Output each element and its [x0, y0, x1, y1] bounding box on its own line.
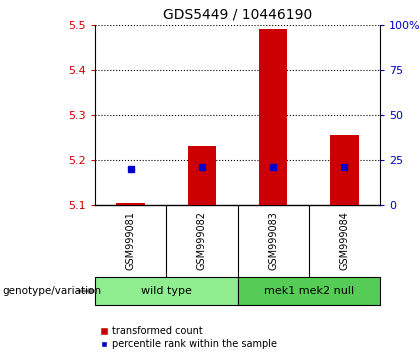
Text: GSM999083: GSM999083 [268, 212, 278, 270]
Bar [330, 135, 359, 205]
Text: GSM999084: GSM999084 [339, 212, 349, 270]
Title: GDS5449 / 10446190: GDS5449 / 10446190 [163, 7, 312, 21]
Bar [237, 277, 380, 305]
Bar [188, 147, 216, 205]
Text: wild type: wild type [141, 286, 192, 296]
Text: GSM999082: GSM999082 [197, 211, 207, 270]
Bar [95, 277, 237, 305]
Text: genotype/variation: genotype/variation [2, 286, 101, 296]
Legend: transformed count, percentile rank within the sample: transformed count, percentile rank withi… [100, 326, 276, 349]
Bar [116, 203, 145, 205]
Text: mek1 mek2 null: mek1 mek2 null [264, 286, 354, 296]
Bar [259, 29, 287, 205]
Text: GSM999081: GSM999081 [126, 212, 136, 270]
